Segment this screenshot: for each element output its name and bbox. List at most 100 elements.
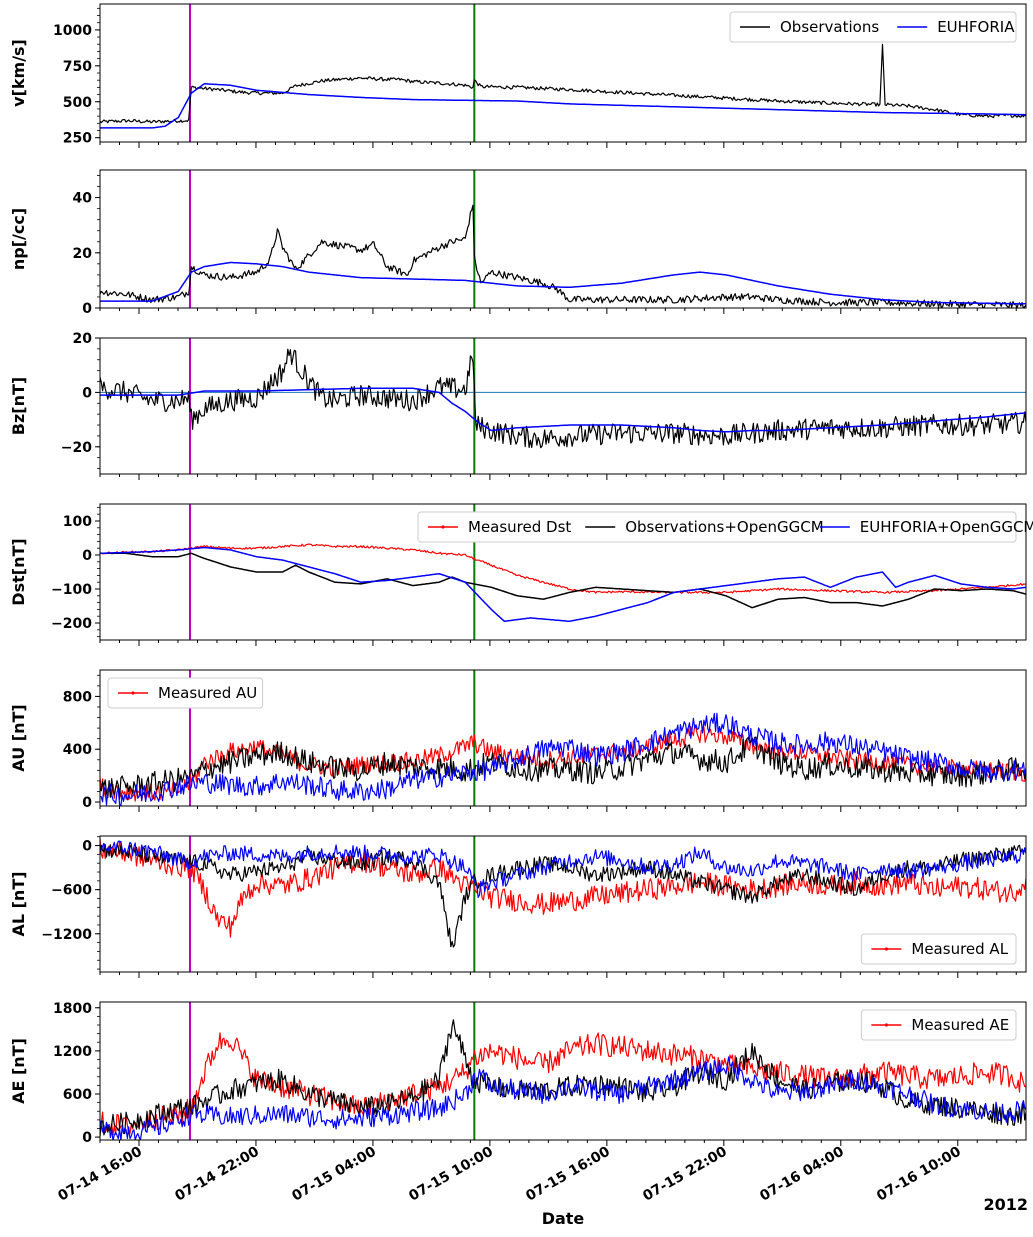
x-tick-label: 07-15 22:00 [640,1143,730,1204]
y-tick-label: −200 [51,616,92,632]
y-tick-label: −600 [51,883,92,899]
legend-box [107,677,264,709]
legend: Observations EUHFORIA [729,11,1017,43]
legend: Measured AL [860,933,1017,965]
series-line-dst-1 [100,552,1026,609]
y-tick-label: 0 [82,839,92,855]
series-line-v-1 [100,83,1026,129]
y-tick-label: 1200 [53,1044,92,1060]
series-line-bz-0 [100,348,1026,449]
x-tick-label: 07-16 10:00 [874,1143,964,1204]
y-tick-label: 0 [82,385,92,401]
legend-label: EUHFORIA [937,18,1015,36]
panel-dst: −200 −100 0 100 Dst[nT] Measured Dst Observati… [9,503,1033,646]
panel-al: −1200 −600 0 AL [nT] Measured AL [9,835,1027,978]
legend-marker [131,691,135,695]
axes-frame [99,1001,1027,1141]
y-tick-label: 1000 [53,23,92,39]
legend-box [417,511,1017,543]
panel-v: 250 500 750 1000 v[km/s] Observations EUHFORIA [9,3,1027,148]
series-line-au-1 [100,736,1026,800]
axes-frame [99,835,1027,973]
legend-label: Observations+OpenGGCM [625,518,823,536]
y-tick-label: 750 [63,59,92,75]
legend: Measured Dst Observations+OpenGGCM EUHFORI… [417,511,1033,543]
axes-frame [99,669,1027,807]
panel-np: 0 20 40 np[/cc] [9,169,1027,317]
legend: Measured AU [107,677,264,709]
legend-marker [441,525,445,529]
legend-label: Measured AU [158,684,257,702]
y-tick-label: 400 [63,742,92,758]
y-tick-label: 20 [73,331,93,347]
y-tick-label: 100 [63,514,92,530]
series-line-dst-0 [100,543,1026,594]
x-tick-label: 07-15 16:00 [523,1143,613,1204]
legend-marker [884,947,889,951]
legend-label: Measured AE [911,1016,1009,1034]
y-tick-label: 0 [82,301,92,317]
plot-area [100,170,1026,308]
legend-box [729,11,1017,43]
series-line-np-0 [100,204,1026,308]
y-tick-label: 600 [63,1087,92,1103]
axes-frame [99,503,1027,641]
plot-area [100,338,1026,474]
plot-area [100,4,1026,142]
y-tick-label: 40 [73,191,93,207]
y-tick-label: −100 [51,582,92,598]
y-tick-label: 0 [82,1130,92,1146]
series-line-al-1 [100,843,1026,948]
panel-bz: −20 0 20 Bz[nT] [9,331,1027,480]
plot-area [100,1002,1026,1140]
y-tick-label: 1800 [53,1001,92,1017]
series-line-al-2 [100,840,1026,898]
x-tick-labels: 07-14 16:00 07-14 22:00 07-15 04:00 07-15 1… [55,1143,964,1204]
legend-marker [884,1023,889,1027]
y-tick-label: 800 [63,689,92,705]
y-tick-label: −20 [61,440,92,456]
plot-area [100,836,1026,972]
series-line-bz-1 [100,387,1026,433]
y-tick-label: 20 [73,246,93,262]
y-axis-label: AU [nT] [9,704,28,771]
y-tick-label: 0 [82,795,92,811]
y-tick-label: −1200 [41,927,92,943]
legend-box [860,1009,1017,1041]
series-line-au-0 [100,725,1026,802]
y-tick-label: 500 [63,95,92,111]
legend-label: Measured AL [911,940,1008,958]
x-axis-label: Date [542,1209,585,1228]
series-line-np-1 [100,261,1026,305]
x-tick-label: 07-15 04:00 [289,1143,379,1204]
panel-au: 0 400 800 AU [nT] Measured AU [9,669,1027,812]
series-line-al-0 [100,838,1026,938]
plot-area [100,670,1026,806]
y-tick-label: 0 [82,548,92,564]
y-axis-label: AL [nT] [9,871,28,936]
axes-frame [99,169,1027,309]
series-line-au-2 [100,712,1026,806]
x-tick-label: 07-16 04:00 [757,1143,847,1204]
legend-box [860,933,1017,965]
y-axis-label: np[/cc] [9,208,28,270]
y-axis-label: Bz[nT] [9,377,28,435]
legend: Measured AE [860,1009,1017,1041]
legend-label: Measured Dst [468,518,571,536]
series-line-v-0 [100,43,1026,124]
legend-label: Observations [780,18,879,36]
series-line-dst-2 [100,546,1026,623]
series-line-ae-2 [100,1056,1026,1140]
y-axis-label: AE [nT] [9,1038,28,1104]
series-line-ae-1 [100,1019,1026,1137]
x-tick-label: 07-14 16:00 [55,1143,145,1204]
y-axis-label: v[km/s] [9,39,28,107]
x-tick-label: 07-15 10:00 [406,1143,496,1204]
year-label: 2012 [983,1195,1028,1214]
y-tick-label: 250 [63,131,92,147]
y-axis-label: Dst[nT] [9,538,28,605]
legend-label: EUHFORIA+OpenGGCM [860,518,1033,536]
panel-ae: 0 600 1200 1800 AE [nT] Measured AE [9,1001,1027,1146]
